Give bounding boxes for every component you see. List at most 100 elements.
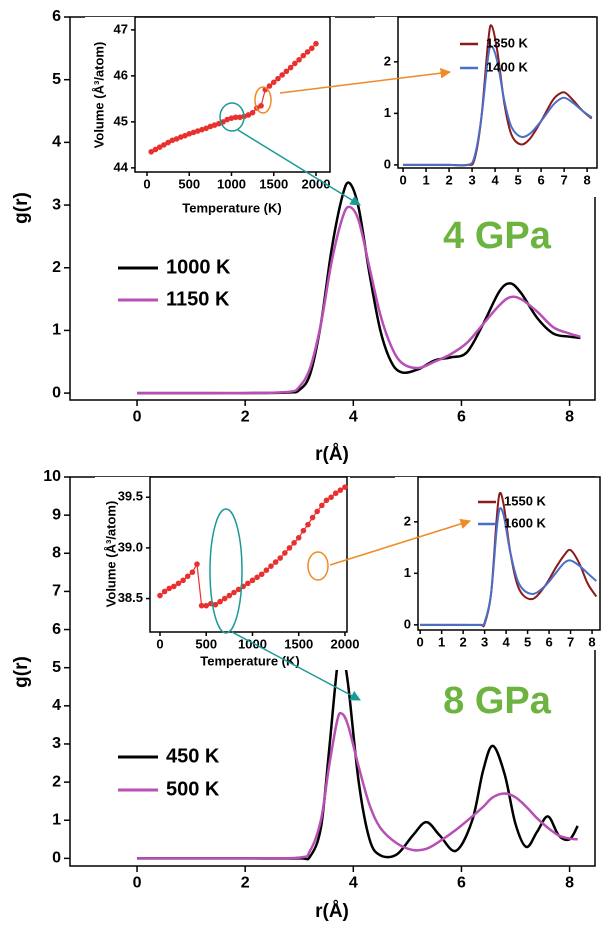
x-tick-label: 0 [417, 635, 424, 650]
data-line [420, 507, 598, 627]
data-point [270, 79, 277, 86]
x-tick-label: 2 [241, 874, 250, 891]
y-tick-label: 0 [52, 850, 61, 867]
data-line [403, 44, 593, 167]
data-point [161, 588, 168, 595]
y-axis-label: Volume (Å³/atom) [91, 42, 106, 149]
x-tick-label: 2 [241, 408, 250, 425]
y-tick-label: 9 [52, 506, 61, 523]
data-point [305, 521, 311, 528]
x-tick-label: 1000 [238, 637, 267, 652]
y-tick-label: 5 [52, 659, 61, 676]
x-tick-label: 8 [588, 635, 595, 650]
data-point [245, 580, 251, 587]
data-point [277, 555, 284, 561]
data-point [212, 601, 219, 608]
data-point [166, 585, 173, 592]
highlight-ellipse [307, 551, 329, 581]
data-point [190, 129, 197, 136]
data-point [152, 146, 159, 153]
data-point [171, 583, 177, 590]
data-point [279, 72, 285, 78]
data-point [165, 139, 171, 146]
x-tick-label: 4 [349, 874, 358, 891]
data-point [263, 567, 270, 574]
x-tick-label: 500 [178, 177, 200, 192]
x-axis-label: r(Å) [315, 901, 349, 922]
data-point [182, 132, 188, 139]
legend-label: 500 K [166, 778, 220, 800]
legend-label: 1600 K [504, 515, 547, 530]
arrow [231, 631, 361, 701]
y-tick-label: 6 [52, 621, 61, 638]
data-point [175, 580, 182, 587]
y-tick-label: 38.5 [118, 590, 143, 605]
data-point [292, 60, 298, 67]
y-tick-label: 2 [404, 513, 411, 528]
x-tick-label: 2000 [302, 177, 331, 192]
data-point [184, 573, 191, 580]
data-line [137, 181, 581, 395]
x-tick-label: 6 [537, 173, 544, 188]
data-line [137, 205, 581, 395]
plot-frame [397, 16, 598, 169]
y-tick-label: 39.5 [118, 489, 143, 504]
x-tick-label: 3 [468, 173, 475, 188]
data-point [177, 134, 184, 140]
data-point [249, 577, 256, 584]
data-point [186, 131, 193, 137]
data-point [332, 490, 339, 497]
data-point [309, 514, 316, 521]
highlight-ellipse [219, 102, 245, 132]
x-axis-label: Temperature (K) [182, 200, 281, 215]
y-axis-label: g(r) [11, 192, 32, 224]
data-point [194, 561, 200, 567]
legend-label: 1150 K [166, 288, 230, 310]
data-line [137, 648, 579, 861]
x-tick-label: 3 [481, 635, 488, 650]
data-point [169, 137, 176, 144]
y-tick-label: 1 [404, 565, 411, 580]
data-point [249, 109, 256, 116]
data-point [283, 68, 290, 75]
y-tick-label: 46 [114, 67, 128, 82]
x-tick-label: 0 [143, 177, 150, 192]
x-tick-label: 7 [560, 173, 567, 188]
x-tick-label: 7 [567, 635, 574, 650]
data-point [203, 125, 209, 132]
x-tick-label: 500 [195, 637, 217, 652]
legend-label: 1000 K [166, 256, 231, 278]
arrow [329, 518, 472, 566]
x-tick-label: 8 [565, 874, 574, 891]
data-point [266, 83, 273, 89]
x-tick-label: 0 [399, 173, 406, 188]
highlight-ellipse [254, 86, 272, 114]
x-tick-label: 1500 [284, 637, 313, 652]
data-point [254, 574, 260, 581]
data-point [157, 592, 163, 599]
data-point [228, 115, 235, 121]
y-tick-label: 3 [52, 196, 61, 213]
pressure-annotation: 4 GPa [443, 215, 552, 257]
y-tick-label: 10 [43, 468, 61, 485]
data-point [296, 56, 302, 63]
data-point [161, 142, 167, 148]
x-tick-label: 1000 [217, 177, 246, 192]
legend-label: 1400 K [486, 59, 529, 74]
y-tick-label: 8 [52, 544, 61, 561]
data-point [328, 494, 334, 501]
x-tick-label: 1 [438, 635, 445, 650]
y-axis-label: Volume (Å³/atom) [103, 501, 118, 608]
y-tick-label: 1 [52, 322, 61, 339]
legend-label: 450 K [166, 745, 220, 767]
data-point [282, 550, 288, 556]
x-tick-label: 6 [545, 635, 552, 650]
data-point [211, 122, 218, 128]
data-point [189, 569, 196, 576]
annotations-overlay [209, 67, 472, 701]
legend-label: 1350 K [486, 35, 529, 50]
y-tick-label: 5 [52, 71, 61, 88]
x-tick-label: 1500 [259, 177, 288, 192]
x-tick-label: 0 [133, 874, 142, 891]
data-point [323, 497, 330, 504]
